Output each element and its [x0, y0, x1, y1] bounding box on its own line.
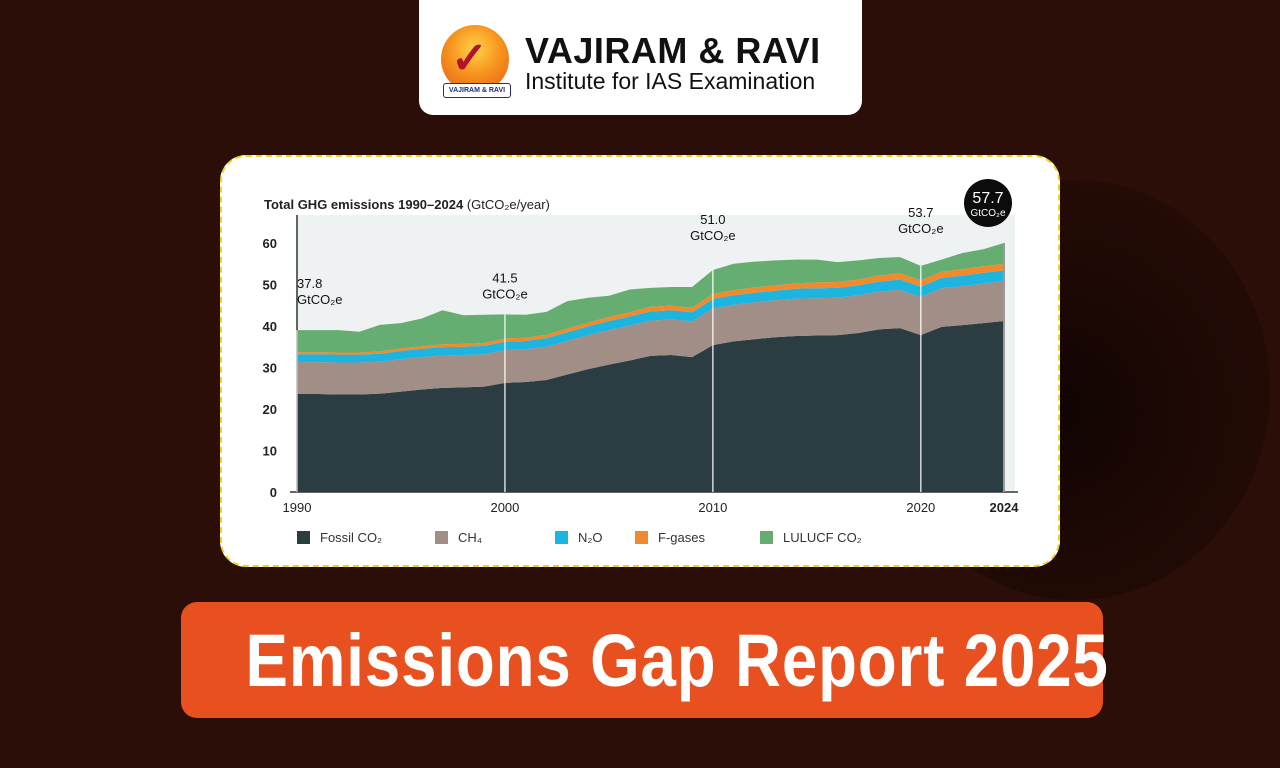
- annotation-unit: GtCO₂e: [297, 292, 343, 307]
- area-n-o: [297, 270, 1004, 363]
- y-tick-label: 50: [263, 278, 277, 293]
- y-tick-label: 20: [263, 402, 277, 417]
- legend-swatch: [760, 531, 773, 544]
- legend-item: CH₄: [435, 530, 482, 545]
- annotation-unit: GtCO₂e: [690, 228, 736, 243]
- annotation-unit: GtCO₂e: [482, 286, 528, 301]
- banner-title: Emissions Gap Report 2025: [245, 619, 1109, 702]
- y-tick-label: 0: [270, 485, 277, 500]
- x-tick-label: 2000: [490, 500, 519, 515]
- legend-label: F-gases: [658, 530, 705, 545]
- title-banner: Emissions Gap Report 2025: [181, 602, 1109, 718]
- legend-item: N₂O: [555, 530, 603, 545]
- x-tick-label: 2024: [990, 500, 1020, 515]
- area-lulucf-co-: [297, 243, 1004, 353]
- area-ch-: [297, 281, 1004, 395]
- x-tick-label: 1990: [283, 500, 312, 515]
- legend-item: F-gases: [635, 530, 705, 545]
- legend-item: LULUCF CO₂: [760, 530, 862, 545]
- y-tick-label: 60: [263, 236, 277, 251]
- legend-label: N₂O: [578, 530, 603, 545]
- checkmark-icon: ✓: [451, 34, 488, 83]
- area-f-gases: [297, 263, 1004, 355]
- chart-title-unit: (GtCO₂e/year): [466, 197, 550, 212]
- brand-header: ✓ VAJIRAM & RAVI VAJIRAM & RAVI Institut…: [419, 0, 862, 115]
- brand-name: VAJIRAM & RAVI: [525, 30, 821, 71]
- chart-title-main: Total GHG emissions 1990–2024: [264, 197, 464, 212]
- y-tick-label: 40: [263, 319, 277, 334]
- x-tick-label: 2010: [698, 500, 727, 515]
- annotation-value: 51.0: [700, 212, 725, 227]
- annotation-value: 57.7: [972, 190, 1003, 207]
- legend-swatch: [435, 531, 448, 544]
- annotation-value: 37.8: [297, 276, 322, 291]
- brand-tagline: Institute for IAS Examination: [525, 68, 816, 94]
- area-fossil-co-: [297, 321, 1004, 492]
- annotation-unit: GtCO₂e: [898, 221, 944, 236]
- chart-title: Total GHG emissions 1990–2024 (GtCO₂e/ye…: [264, 197, 550, 212]
- legend-item: Fossil CO₂: [297, 530, 382, 545]
- legend-label: Fossil CO₂: [320, 530, 383, 545]
- legend-label: CH₄: [458, 530, 483, 545]
- y-tick-label: 10: [263, 444, 277, 459]
- legend-label: LULUCF CO₂: [783, 530, 862, 545]
- legend-swatch: [635, 531, 648, 544]
- brand-logo-icon: ✓ VAJIRAM & RAVI: [441, 25, 511, 98]
- annotation-value: 41.5: [492, 270, 517, 285]
- highlight-badge: [964, 179, 1012, 227]
- y-tick-label: 30: [263, 361, 277, 376]
- logo-ribbon: VAJIRAM & RAVI: [443, 83, 511, 98]
- annotation-unit: GtCO₂e: [971, 208, 1006, 219]
- legend-swatch: [555, 531, 568, 544]
- annotation-value: 53.7: [908, 205, 933, 220]
- x-tick-label: 2020: [906, 500, 935, 515]
- legend-swatch: [297, 531, 310, 544]
